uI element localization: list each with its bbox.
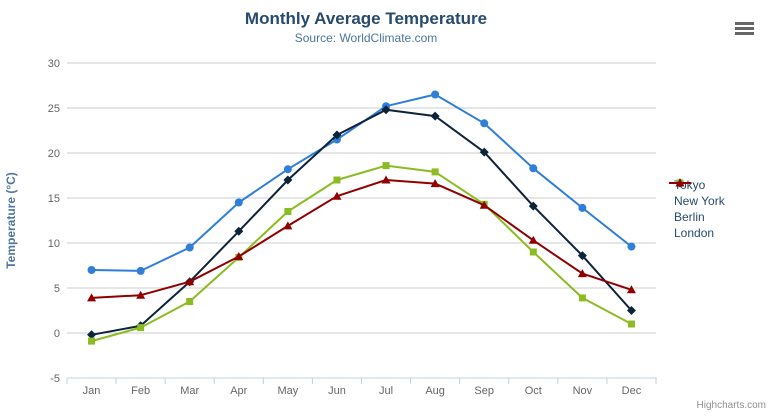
svg-text:Aug: Aug [425, 385, 445, 397]
legend: Tokyo New York Berlin London [669, 177, 725, 241]
legend-item-london[interactable]: London [669, 178, 725, 241]
credits-link[interactable]: Highcharts.com [696, 400, 766, 411]
chart-title: Monthly Average Temperature [244, 9, 488, 28]
svg-text:0: 0 [54, 328, 60, 340]
svg-text:Nov: Nov [573, 385, 593, 397]
export-menu-button[interactable] [733, 22, 755, 39]
svg-text:Sep: Sep [474, 385, 494, 397]
svg-text:20: 20 [48, 148, 60, 160]
svg-text:Mar: Mar [180, 385, 199, 397]
svg-text:15: 15 [48, 193, 60, 205]
legend-item-label: Berlin [674, 210, 705, 224]
x-axis: Jan Feb Mar Apr May Jun Jul Aug Sep Oct Nov Dec [66, 377, 657, 397]
svg-text:Oct: Oct [525, 385, 542, 397]
legend-item-new-york[interactable]: New York [669, 178, 725, 209]
hamburger-icon [733, 22, 755, 35]
series-tokyo[interactable] [87, 90, 636, 275]
svg-text:Apr: Apr [230, 385, 247, 397]
legend-item-label: London [674, 226, 715, 240]
y-axis-labels: -5 0 5 10 15 20 25 30 [48, 58, 60, 385]
svg-text:Jul: Jul [379, 385, 393, 397]
svg-text:Jun: Jun [328, 385, 346, 397]
chart-subtitle: Source: WorldClimate.com [294, 31, 438, 45]
svg-text:-5: -5 [50, 373, 60, 385]
y-axis-title: Temperature (°C) [4, 172, 18, 269]
svg-text:May: May [277, 385, 298, 397]
series-berlin[interactable] [88, 162, 635, 345]
legend-item-label: New York [674, 194, 725, 208]
legend-item-berlin[interactable]: Berlin [669, 179, 725, 225]
y-gridlines [67, 62, 656, 334]
svg-text:Dec: Dec [622, 385, 642, 397]
svg-text:Jan: Jan [83, 385, 101, 397]
svg-text:25: 25 [48, 103, 60, 115]
svg-text:30: 30 [48, 58, 60, 70]
svg-text:5: 5 [54, 283, 60, 295]
series-london[interactable] [87, 175, 636, 302]
series-new-york[interactable] [87, 105, 636, 340]
svg-text:10: 10 [48, 238, 60, 250]
svg-text:Feb: Feb [131, 385, 150, 397]
triangle-marker-icon [669, 178, 691, 187]
